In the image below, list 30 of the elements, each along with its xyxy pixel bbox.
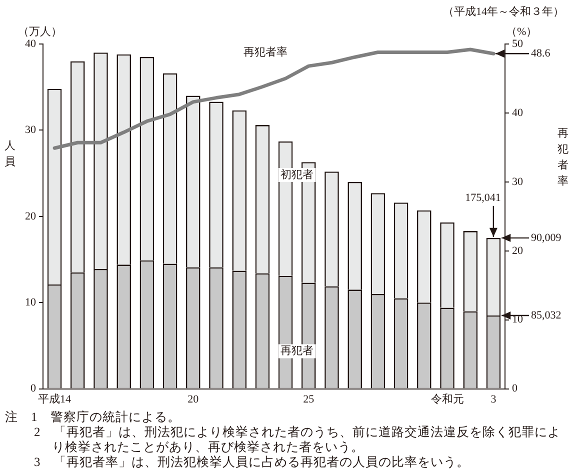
y2-tick-label: 30	[512, 176, 524, 188]
y2-tick-label: 0	[512, 382, 518, 395]
y-tick-label: 20	[25, 210, 36, 222]
annotation: 90,009	[531, 232, 562, 244]
y2-tick-label: 50	[512, 38, 524, 50]
y-tick-label: 0	[30, 382, 36, 395]
x-tick-label: 平成14	[38, 392, 72, 406]
x-tick-label: 令和元	[430, 392, 464, 406]
series-label: 再犯者	[280, 344, 314, 358]
series-label: 再犯者率	[244, 45, 288, 58]
series-label: 初犯者	[280, 168, 314, 181]
x-tick-label: 3	[490, 393, 497, 406]
text: 2 「再犯者」は、刑法犯により検挙された者のうち、前に道路交通法違反を除く犯罪により検挙されたことがあり、再び検挙された者をいう。	[33, 425, 562, 455]
text: （%）	[506, 25, 538, 39]
annotation: 85,032	[531, 309, 562, 322]
y-tick-label: 10	[25, 296, 36, 308]
y2-tick-label: 40	[512, 106, 524, 119]
y2-axis-title: 再犯者率	[558, 128, 568, 188]
y-tick-label: 40	[25, 38, 36, 50]
y2-tick-label: 20	[512, 244, 524, 257]
data-label: 48.6	[531, 48, 551, 60]
x-tick-label: 20	[188, 393, 200, 406]
x-tick-label: 25	[303, 393, 315, 406]
text: （万人）	[18, 25, 62, 39]
y-tick-label: 30	[25, 124, 36, 136]
text: 注 1 警察庁の統計による。	[4, 410, 182, 425]
text: （平成14年～令和３年）	[443, 5, 564, 19]
annotation: 175,041	[465, 192, 501, 204]
y-axis-title: 人員	[4, 140, 16, 168]
text: 3 「再犯者率」は、刑法犯検挙人員に占める再犯者の人員の比率をいう。	[33, 455, 470, 470]
